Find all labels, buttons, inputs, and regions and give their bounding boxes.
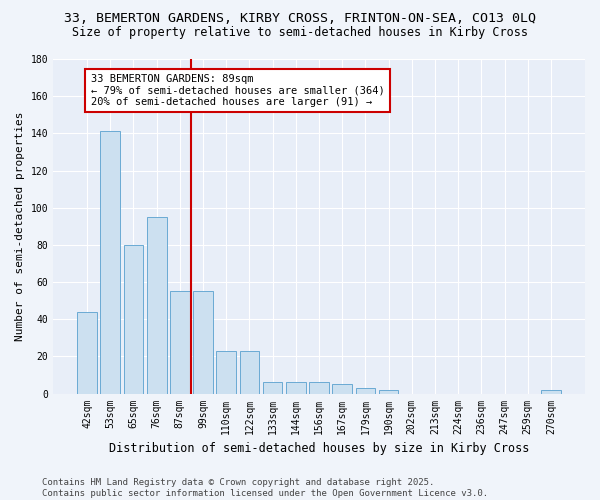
Bar	[147, 217, 167, 394]
Bar	[100, 132, 120, 394]
Bar	[379, 390, 398, 394]
Text: 33, BEMERTON GARDENS, KIRBY CROSS, FRINTON-ON-SEA, CO13 0LQ: 33, BEMERTON GARDENS, KIRBY CROSS, FRINT…	[64, 12, 536, 26]
Bar	[263, 382, 283, 394]
Bar	[286, 382, 305, 394]
Text: Contains HM Land Registry data © Crown copyright and database right 2025.
Contai: Contains HM Land Registry data © Crown c…	[42, 478, 488, 498]
Bar	[193, 292, 213, 394]
Text: 33 BEMERTON GARDENS: 89sqm
← 79% of semi-detached houses are smaller (364)
20% o: 33 BEMERTON GARDENS: 89sqm ← 79% of semi…	[91, 74, 385, 107]
Bar	[309, 382, 329, 394]
X-axis label: Distribution of semi-detached houses by size in Kirby Cross: Distribution of semi-detached houses by …	[109, 442, 529, 455]
Bar	[170, 292, 190, 394]
Bar	[332, 384, 352, 394]
Text: Size of property relative to semi-detached houses in Kirby Cross: Size of property relative to semi-detach…	[72, 26, 528, 39]
Bar	[239, 351, 259, 394]
Bar	[356, 388, 375, 394]
Bar	[217, 351, 236, 394]
Bar	[124, 245, 143, 394]
Bar	[77, 312, 97, 394]
Y-axis label: Number of semi-detached properties: Number of semi-detached properties	[15, 112, 25, 341]
Bar	[541, 390, 561, 394]
